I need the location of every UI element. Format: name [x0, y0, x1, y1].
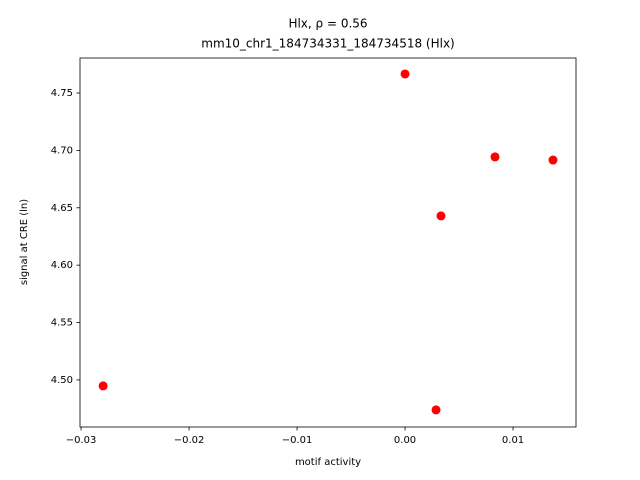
y-tick-label: 4.55: [51, 318, 73, 329]
data-point: [548, 155, 558, 165]
x-axis-label: motif activity: [295, 457, 361, 468]
x-tick-label: −0.03: [66, 435, 97, 446]
chart-subtitle: mm10_chr1_184734331_184734518 (Hlx): [201, 37, 454, 51]
plot-frame: [79, 57, 577, 428]
x-tick-label: 0.00: [394, 435, 416, 446]
data-point: [490, 152, 500, 162]
x-tick-label: −0.02: [174, 435, 205, 446]
data-point: [436, 211, 446, 221]
chart-title: Hlx, ρ = 0.56: [288, 17, 367, 31]
x-tick-label: 0.01: [502, 435, 524, 446]
y-tick-label: 4.50: [51, 375, 73, 386]
y-tick-label: 4.60: [51, 260, 73, 271]
data-point: [400, 69, 410, 79]
data-point: [431, 405, 441, 415]
x-tick-label: −0.01: [282, 435, 313, 446]
y-tick-label: 4.70: [51, 145, 73, 156]
data-point: [98, 381, 108, 391]
y-tick-label: 4.65: [51, 203, 73, 214]
y-axis-label: signal at CRE (ln): [19, 199, 30, 285]
y-tick-label: 4.75: [51, 88, 73, 99]
